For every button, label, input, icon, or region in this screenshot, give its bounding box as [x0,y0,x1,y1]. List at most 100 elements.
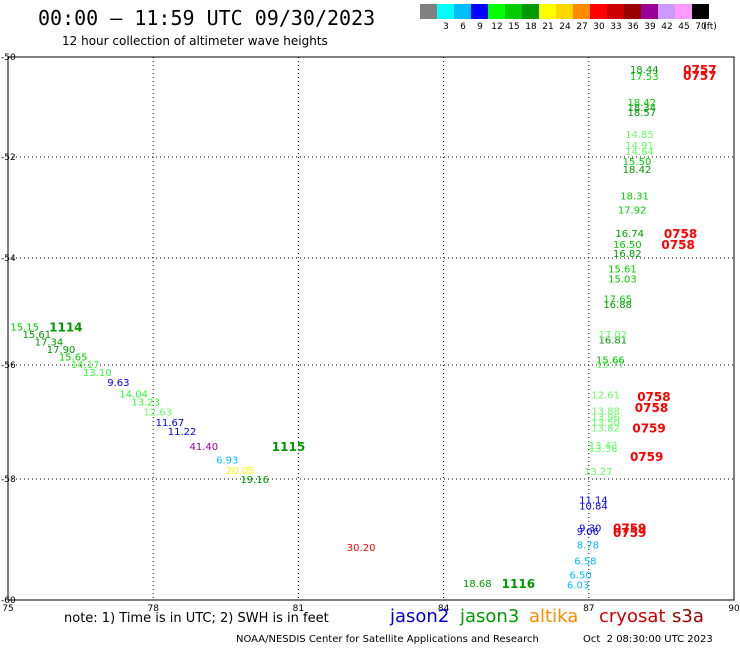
pass-time-label: 0758 [637,390,670,404]
wave-height-label: 14.85 [625,130,654,141]
wave-height-label: 9.63 [107,378,129,389]
scale-swatch [692,4,709,19]
x-tick-label: 81 [293,604,304,614]
wave-height-label: 6.03 [567,580,589,591]
pass-time-label: 0757 [683,69,716,83]
y-tick-label: -56 [1,361,16,371]
wave-height-label: 6.50 [569,571,591,582]
wave-height-label: 17.92 [618,206,647,217]
wave-height-label: 13.82 [591,424,620,435]
satellite-legend-s3a: s3a [672,606,704,627]
map-border [7,56,735,601]
wave-height-label: 17.53 [630,72,659,83]
credit-line: NOAA/NESDIS Center for Satellite Applica… [236,634,539,645]
wave-height-label: 17.02 [598,330,627,341]
scale-label: 15 [508,22,520,32]
wave-height-label: 12.61 [591,391,620,402]
wave-height-label: 13.96 [591,412,620,423]
wave-height-label: 20.05 [226,466,255,477]
wave-height-label: 15.50 [623,157,652,168]
wave-height-label: 13.50 [591,418,620,429]
map-title: 00:00 – 11:59 UTC 09/30/2023 [38,6,376,30]
wave-height-label: 12.63 [144,408,173,419]
scale-label: 21 [542,22,554,32]
scale-swatch [573,4,590,19]
wave-height-label: 18.57 [628,108,657,119]
scale-label: 33 [610,22,622,32]
wave-height-label: 10.84 [579,502,608,513]
scale-label: 70 [695,22,707,32]
satellite-legend-jason2: jason2 [390,606,450,627]
wave-height-label: 8.78 [577,540,599,551]
pass-time-label: 0759 [632,422,665,436]
x-tick-label: 78 [147,604,159,614]
scale-unit-label: (ft) [703,22,717,32]
scale-swatch [607,4,624,19]
scale-label: 36 [627,22,639,32]
scale-swatch [624,4,641,19]
scale-swatch [471,4,488,19]
wave-height-label: 16.50 [613,240,642,251]
scale-swatch [454,4,471,19]
scale-swatch [505,4,522,19]
wave-height-label: 16.82 [613,249,642,260]
wave-height-label: 15.77 [596,360,625,371]
x-tick-label: 84 [438,604,450,614]
wave-height-label: 6.58 [574,557,596,568]
y-tick-label: -52 [1,153,16,163]
wave-height-label: 15.61 [608,265,637,276]
wave-height-label: 11.14 [579,496,608,507]
wave-height-observations: 15.1515.6117.3417.9015.6514.1713.109.631… [10,65,658,591]
scale-label: 39 [644,22,656,32]
wave-height-label: 18.68 [463,579,492,590]
footer-note: note: 1) Time is in UTC; 2) SWH is in fe… [64,611,329,626]
scale-swatch [658,4,675,19]
scale-label: 45 [678,22,690,32]
y-tick-label: -60 [1,596,16,606]
scale-label: 6 [460,22,466,32]
pass-time-label: 0758 [664,227,697,241]
wave-height-label: 15.15 [10,322,39,333]
x-tick-label: 90 [728,604,740,614]
wave-height-label: 13.27 [584,467,613,478]
wave-height-label: 16.74 [615,229,644,240]
wave-height-label: 17.34 [35,337,64,348]
x-tick-label: 75 [2,604,13,614]
wave-height-label: 17.90 [47,345,76,356]
map-grid [8,57,734,600]
wave-height-label: 11.22 [168,427,197,438]
pass-time-label: 0759 [630,450,663,464]
pass-time-labels: 1114111511160757075707580758075807580759… [49,63,716,591]
wave-height-label: 13.88 [591,407,620,418]
wave-height-label: 18.42 [628,98,657,109]
wave-height-label: 16.88 [603,300,632,311]
axis-ticks: 75 78 81 84 87 90 -50 -52 -54 -56 -58 -60 [1,53,740,614]
wave-height-label: 15.61 [23,330,52,341]
wave-height-label: 14.91 [625,141,654,152]
wave-height-label: 15.03 [608,274,637,285]
scale-swatch [539,4,556,19]
wave-height-label: 15.65 [59,352,88,363]
pass-time-label: 1114 [49,320,82,334]
pass-time-label: 0758 [635,401,668,415]
wave-height-label: 16.81 [598,335,627,346]
scale-label: 30 [593,22,605,32]
scale-swatch [590,4,607,19]
scale-swatch [641,4,658,19]
wave-height-label: 14.17 [71,360,100,371]
y-tick-label: -50 [1,53,16,63]
wave-height-label: 14.64 [625,147,654,158]
satellite-legend-altika: altika [529,606,579,627]
wave-height-label: 9.30 [579,523,601,534]
scale-label: 27 [576,22,588,32]
wave-height-label: 17.65 [603,295,632,306]
scale-swatch [420,4,437,19]
wave-height-label: 13.23 [131,397,160,408]
wave-height-label: 41.40 [190,442,219,453]
scale-label: 24 [559,22,571,32]
wave-height-label: 6.93 [216,456,238,467]
pass-time-label: 0759 [613,526,646,540]
x-tick-label: 87 [583,604,594,614]
pass-time-label: 1115 [272,440,305,454]
